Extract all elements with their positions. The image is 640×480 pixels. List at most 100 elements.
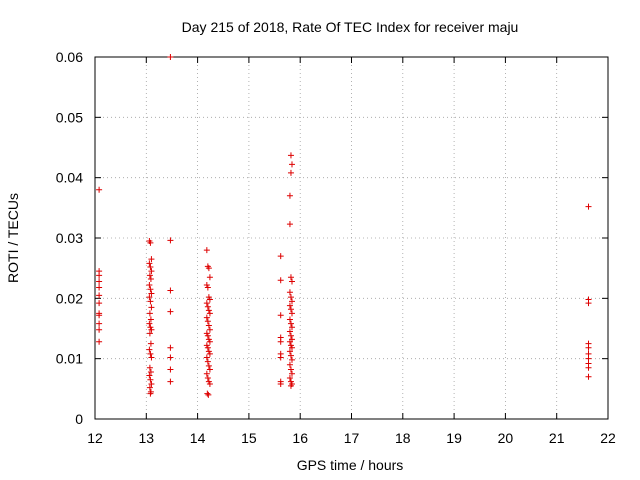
data-point: [146, 260, 153, 267]
data-point: [146, 272, 153, 279]
y-tick-label: 0.06: [56, 49, 83, 65]
x-tick-label: 13: [139, 430, 155, 446]
data-point: [204, 344, 211, 351]
data-point: [147, 340, 154, 347]
data-point: [288, 356, 295, 363]
data-point: [206, 366, 213, 373]
data-point: [288, 161, 295, 168]
data-point: [288, 278, 295, 285]
data-point: [287, 294, 294, 301]
data-point: [206, 381, 213, 388]
data-point: [146, 372, 153, 379]
data-point: [286, 316, 293, 323]
y-axis-label: ROTI / TECUs: [5, 193, 21, 283]
chart-title: Day 215 of 2018, Rate Of TEC Index for r…: [182, 19, 519, 35]
data-point: [206, 296, 213, 303]
data-point: [287, 169, 294, 176]
data-point: [287, 152, 294, 159]
data-point: [288, 310, 295, 317]
data-point: [205, 362, 212, 369]
x-tick-label: 21: [549, 430, 565, 446]
data-point: [585, 344, 592, 351]
data-point: [277, 338, 284, 345]
data-point: [288, 324, 295, 331]
data-point: [286, 361, 293, 368]
data-point: [148, 304, 155, 311]
data-point: [147, 276, 154, 283]
x-tick-label: 16: [292, 430, 308, 446]
x-tick-label: 19: [446, 430, 462, 446]
grid-lines: [95, 57, 608, 419]
data-point: [96, 272, 103, 279]
x-tick-label: 22: [600, 430, 616, 446]
x-tick-label: 15: [241, 430, 257, 446]
axis-ticks: 12 13 14 15 16 17 18 19 20 21 22 0 0.01 0.02 0.03 0.04 0…: [56, 49, 616, 446]
data-point: [206, 338, 213, 345]
data-point: [286, 374, 293, 381]
data-point: [147, 368, 154, 375]
data-point: [96, 326, 103, 333]
x-tick-label: 12: [87, 430, 103, 446]
data-point: [203, 354, 210, 361]
data-point: [146, 330, 153, 337]
data-point: [205, 391, 212, 398]
data-point: [146, 346, 153, 353]
data-point: [146, 320, 153, 327]
y-tick-label: 0: [75, 411, 83, 427]
data-point: [288, 344, 295, 351]
data-points: [96, 54, 592, 398]
data-point: [204, 358, 211, 365]
x-tick-label: 18: [395, 430, 411, 446]
data-point: [146, 310, 153, 317]
x-axis-label: GPS time / hours: [297, 457, 404, 473]
data-point: [203, 300, 210, 307]
data-point: [147, 263, 154, 270]
y-tick-label: 0.04: [56, 170, 83, 186]
data-point: [96, 320, 103, 327]
data-point: [286, 221, 293, 228]
data-point: [96, 338, 103, 345]
data-point: [277, 312, 284, 319]
data-point: [147, 286, 154, 293]
data-point: [147, 376, 154, 383]
data-point: [148, 290, 155, 297]
data-point: [585, 364, 592, 371]
data-point: [204, 284, 211, 291]
data-point: [585, 373, 592, 380]
data-point: [167, 237, 174, 244]
data-point: [146, 294, 153, 301]
data-point: [206, 350, 213, 357]
data-point: [205, 307, 212, 314]
x-tick-label: 20: [498, 430, 514, 446]
data-point: [147, 298, 154, 305]
data-point: [277, 381, 284, 388]
data-point: [167, 366, 174, 373]
data-point: [148, 256, 155, 263]
data-point: [204, 374, 211, 381]
data-point: [287, 366, 294, 373]
data-point: [204, 390, 211, 397]
data-point: [205, 322, 212, 329]
data-point: [96, 312, 103, 319]
data-point: [146, 364, 153, 371]
data-point: [96, 292, 103, 299]
data-point: [204, 303, 211, 310]
y-tick-label: 0.03: [56, 230, 83, 246]
data-point: [206, 310, 213, 317]
data-point: [167, 308, 174, 315]
data-point: [277, 354, 284, 361]
data-point: [147, 350, 154, 357]
data-point: [204, 318, 211, 325]
data-point: [287, 332, 294, 339]
data-point: [286, 302, 293, 309]
data-point: [146, 384, 153, 391]
data-point: [167, 287, 174, 294]
data-point: [148, 268, 155, 275]
data-point: [96, 284, 103, 291]
x-tick-label: 14: [190, 430, 206, 446]
data-point: [288, 370, 295, 377]
data-point: [287, 306, 294, 313]
data-point: [167, 378, 174, 385]
data-point: [286, 289, 293, 296]
data-point: [203, 370, 210, 377]
